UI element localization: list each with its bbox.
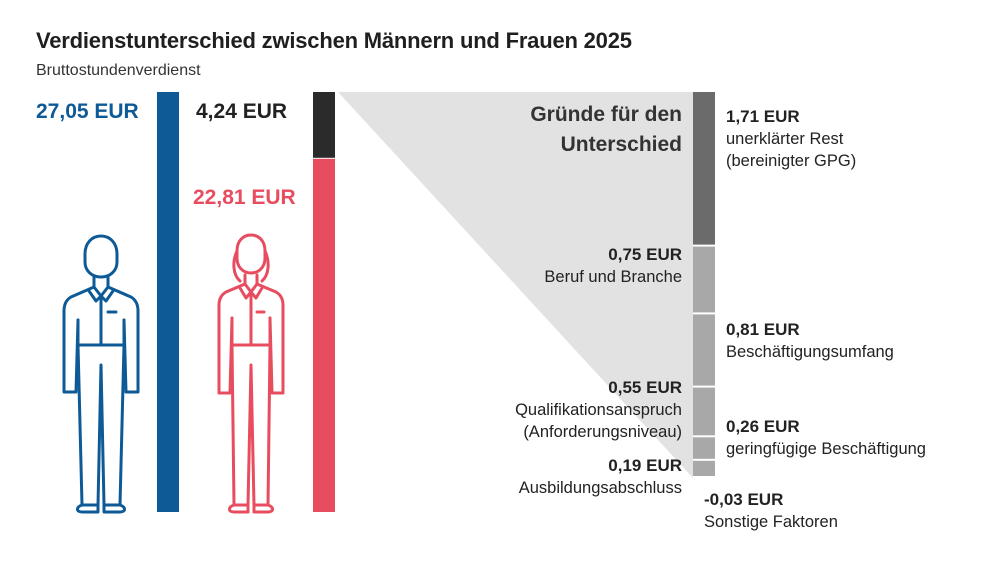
segment-label-sonstige: -0,03 EUR Sonstige Faktoren bbox=[704, 490, 838, 532]
segment-value: 0,55 EUR bbox=[608, 378, 682, 397]
segment-caption: unerklärter Rest bbox=[726, 130, 844, 148]
gap-value-label: 4,24 EUR bbox=[196, 100, 288, 123]
segment-value: -0,03 EUR bbox=[704, 490, 784, 509]
segment-caption: Sonstige Faktoren bbox=[704, 513, 838, 531]
segment-label-qualifikation: 0,55 EUR Qualifikationsanspruch (Anforde… bbox=[515, 378, 682, 442]
segment-caption: (bereinigter GPG) bbox=[726, 152, 857, 170]
segment-caption: Qualifikationsanspruch bbox=[515, 401, 682, 419]
segment-caption: Beschäftigungsumfang bbox=[726, 343, 894, 361]
segment-label-beruf: 0,75 EUR Beruf und Branche bbox=[544, 245, 682, 287]
reason-segment-4 bbox=[693, 437, 715, 459]
chart-subtitle: Bruttostundenverdienst bbox=[36, 62, 201, 79]
segment-label-umfang: 0,81 EUR Beschäftigungsumfang bbox=[726, 320, 894, 362]
segment-caption: Beruf und Branche bbox=[544, 268, 682, 286]
segment-caption: geringfügige Beschäftigung bbox=[726, 440, 926, 458]
reason-segment-3 bbox=[693, 387, 715, 436]
segment-value: 0,19 EUR bbox=[608, 456, 682, 475]
bar-men bbox=[157, 92, 179, 512]
reasons-title-line1: Gründe für den bbox=[530, 103, 682, 126]
bar-women bbox=[313, 158, 335, 513]
chart-title: Verdienstunterschied zwischen Männern un… bbox=[36, 28, 632, 53]
segment-label-unexplained: 1,71 EUR unerklärter Rest (bereinigter G… bbox=[726, 107, 856, 171]
reasons-title-line2: Unterschied bbox=[560, 133, 682, 156]
women-value-label: 22,81 EUR bbox=[193, 186, 296, 209]
segment-value: 0,75 EUR bbox=[608, 245, 682, 264]
bar-gap bbox=[313, 92, 335, 158]
reason-segment-0 bbox=[693, 92, 715, 245]
reasons-title: Gründe für den Unterschied bbox=[530, 100, 682, 160]
segment-value: 0,81 EUR bbox=[726, 320, 800, 339]
man-icon bbox=[62, 234, 140, 514]
segment-label-ausbildung: 0,19 EUR Ausbildungsabschluss bbox=[519, 456, 682, 498]
segment-value: 1,71 EUR bbox=[726, 107, 800, 126]
men-value-label: 27,05 EUR bbox=[36, 100, 139, 123]
reason-segment-1 bbox=[693, 246, 715, 313]
gap-decomposition-triangle bbox=[338, 92, 693, 478]
segment-caption: (Anforderungsniveau) bbox=[523, 423, 682, 441]
reason-segment-2 bbox=[693, 314, 715, 386]
reason-segments bbox=[693, 92, 715, 476]
reason-segment-5 bbox=[693, 460, 715, 476]
segment-caption: Ausbildungsabschluss bbox=[518, 479, 682, 497]
segment-label-geringfuegig: 0,26 EUR geringfügige Beschäftigung bbox=[726, 417, 926, 459]
segment-value: 0,26 EUR bbox=[726, 417, 800, 436]
woman-icon bbox=[217, 233, 285, 514]
